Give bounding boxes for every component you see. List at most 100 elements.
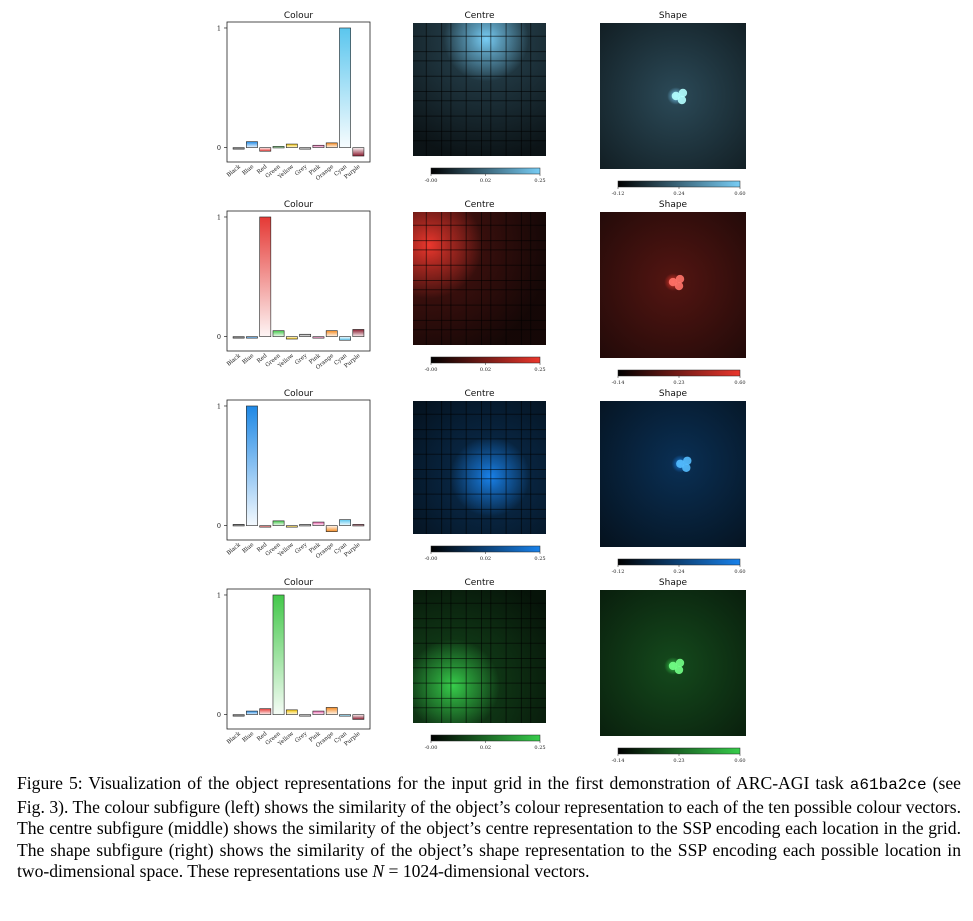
bar-orange (325, 330, 338, 337)
bar-blue (246, 710, 258, 715)
x-tick-label: Blue (242, 164, 256, 177)
y-tick-label: 1 (217, 24, 221, 32)
shape-spot (682, 463, 691, 472)
caption-task-id: a61ba2ce (849, 776, 927, 794)
colour-panel-title: Colour (284, 389, 314, 399)
bar-yellow (285, 525, 298, 528)
shape-spot (683, 456, 692, 465)
bar-grey (299, 714, 312, 717)
bar-grey (299, 147, 312, 150)
colorbar-tick-label: 0.25 (534, 367, 545, 373)
bar-red (259, 525, 272, 528)
bar-pink (312, 521, 325, 526)
colorbar-tick-label: 0.60 (734, 380, 745, 386)
shape-blob (600, 401, 746, 547)
bar-pink (312, 144, 325, 148)
shape-spot (671, 91, 681, 101)
y-tick-label: 0 (217, 522, 221, 530)
shape-heatmap (600, 401, 746, 547)
centre-blob (413, 590, 546, 723)
centre-panel-title: Centre (464, 11, 495, 21)
x-tick-label: Grey (294, 730, 309, 744)
colorbar-tick-label: 0.02 (480, 556, 491, 562)
colorbar-tick-label: -0.00 (425, 745, 438, 751)
bar-orange (325, 707, 338, 715)
centre-heatmap (413, 401, 546, 534)
y-tick-label: 1 (217, 402, 221, 410)
colorbar-tick-label: 0.02 (480, 178, 491, 184)
colour-panel-title: Colour (284, 11, 314, 21)
colorbar-tick-label: -0.12 (612, 569, 625, 575)
colorbar-tick-label: 0.02 (480, 745, 491, 751)
bar-green (272, 520, 285, 526)
bar-blue (246, 336, 258, 339)
bar-cyan (339, 27, 351, 148)
centre-blob (413, 401, 546, 534)
x-tick-label: Grey (294, 163, 309, 177)
colorbar-tick-label: 0.25 (534, 178, 545, 184)
figure-caption: Figure 5: Visualization of the object re… (17, 773, 961, 883)
shape-spot (675, 658, 685, 668)
bar-purple (352, 329, 365, 337)
shape-heatmap (600, 590, 746, 736)
y-tick-label: 1 (217, 213, 221, 221)
centre-panel-title: Centre (464, 578, 495, 588)
x-tick-label: Black (226, 164, 242, 179)
shape-spot (668, 661, 678, 671)
bar-cyan (339, 714, 351, 717)
colorbar-tick-label: -0.00 (425, 556, 438, 562)
shape-spot (668, 277, 678, 287)
x-tick-label: Black (226, 542, 242, 557)
bar-black (232, 524, 245, 527)
shape-panel-title: Shape (659, 11, 688, 21)
y-tick-label: 0 (217, 333, 221, 341)
bar-red (259, 147, 272, 152)
bar-blue (246, 405, 258, 526)
colorbar-tick-label: -0.12 (612, 191, 625, 197)
x-tick-label: Black (226, 353, 242, 368)
centre-blob (413, 212, 546, 345)
bar-yellow (285, 336, 298, 340)
centre-heatmap (413, 212, 546, 345)
x-tick-label: Blue (242, 353, 256, 366)
shape-colorbar (617, 369, 741, 377)
shape-spot (677, 95, 687, 105)
colorbar-tick-label: 0.60 (734, 758, 745, 764)
bar-purple (352, 524, 365, 527)
centre-colorbar (430, 545, 541, 553)
y-tick-label: 0 (217, 144, 221, 152)
centre-panel-title: Centre (464, 200, 495, 210)
colorbar-tick-label: -0.00 (425, 178, 438, 184)
shape-spot (674, 665, 684, 675)
colour-panel-title: Colour (284, 578, 314, 588)
bar-orange (325, 142, 338, 148)
colorbar-tick-label: 0.02 (480, 367, 491, 373)
colorbar-tick-label: -0.14 (612, 380, 625, 386)
bar-black (232, 336, 245, 339)
colorbar-tick-label: 0.60 (734, 191, 745, 197)
x-tick-label: Blue (242, 542, 256, 555)
shape-panel-title: Shape (659, 389, 688, 399)
shape-spot (675, 274, 685, 284)
bar-red (259, 216, 272, 337)
bar-grey (299, 524, 312, 527)
centre-heatmap (413, 590, 546, 723)
bar-pink (312, 336, 325, 339)
bar-cyan (339, 336, 351, 341)
centre-blob (413, 23, 546, 156)
centre-heatmap (413, 23, 546, 156)
bar-blue (246, 141, 258, 148)
bar-green (272, 146, 285, 149)
colorbar-tick-label: -0.14 (612, 758, 625, 764)
bar-purple (352, 147, 365, 157)
colour-plot-frame (226, 210, 371, 352)
shape-colorbar (617, 747, 741, 755)
colour-plot-frame (226, 588, 371, 730)
bar-green (272, 330, 285, 337)
colour-panel-title: Colour (284, 200, 314, 210)
bar-purple (352, 714, 365, 720)
shape-panel-title: Shape (659, 200, 688, 210)
